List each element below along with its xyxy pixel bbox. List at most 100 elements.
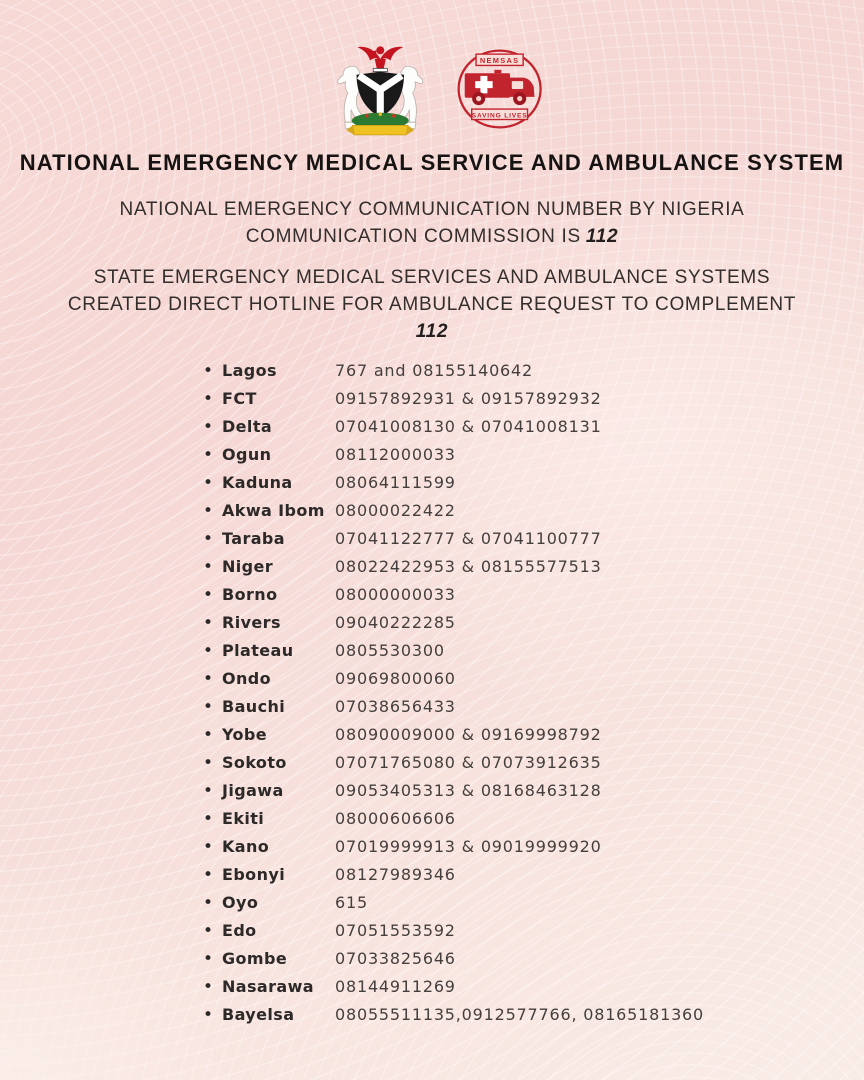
- state-name: Taraba: [222, 529, 285, 548]
- bullet-icon: •: [203, 697, 214, 717]
- state-name: Kaduna: [222, 473, 293, 492]
- hotline-row: • Niger 08022422953 & 08155577513: [203, 557, 864, 585]
- state-name: Akwa Ibom: [222, 501, 325, 520]
- hotline-numbers: 08000606606: [335, 809, 456, 828]
- state-name: Ekiti: [222, 809, 265, 828]
- hotline-row: • Sokoto 07071765080 & 07073912635: [203, 753, 864, 781]
- hotline-row: • Ekiti 08000606606: [203, 809, 864, 837]
- hotline-numbers: 08090009000 & 09169998792: [335, 725, 602, 744]
- hotline-numbers: 07038656433: [335, 697, 456, 716]
- bullet-icon: •: [203, 949, 214, 969]
- hotline-list: • Lagos 767 and 08155140642 • FCT 091578…: [0, 361, 864, 1033]
- hotline-row: • Kano 07019999913 & 09019999920: [203, 837, 864, 865]
- national-number-line1: NATIONAL EMERGENCY COMMUNICATION NUMBER …: [119, 199, 745, 220]
- state-name: Lagos: [222, 361, 277, 380]
- nemsas-logo-icon: NEMSAS SAVING LIVES: [457, 49, 542, 129]
- ambulance-icon: [464, 69, 535, 106]
- hotline-numbers: 615: [335, 893, 368, 912]
- bullet-icon: •: [203, 893, 214, 913]
- national-number-112: 112: [585, 226, 619, 247]
- hotline-row: • Taraba 07041122777 & 07041100777: [203, 529, 864, 557]
- hotline-row: • Nasarawa 08144911269: [203, 977, 864, 1005]
- page-title: NATIONAL EMERGENCY MEDICAL SERVICE AND A…: [19, 150, 845, 175]
- state-name: Bayelsa: [222, 1005, 295, 1024]
- bullet-icon: •: [203, 1005, 214, 1025]
- bullet-icon: •: [203, 529, 214, 549]
- bullet-icon: •: [203, 669, 214, 689]
- state-hotline-text: STATE EMERGENCY MEDICAL SERVICES AND AMB…: [0, 264, 864, 345]
- bullet-icon: •: [203, 473, 214, 493]
- state-name: Ebonyi: [222, 865, 286, 884]
- hotline-row: • Edo 07051553592: [203, 921, 864, 949]
- hotline-row: • Ebonyi 08127989346: [203, 865, 864, 893]
- hotline-numbers: 08000000033: [335, 585, 456, 604]
- bullet-icon: •: [203, 445, 214, 465]
- hotline-numbers: 07071765080 & 07073912635: [335, 753, 602, 772]
- nemsas-slogan: SAVING LIVES: [471, 112, 527, 119]
- state-name: Yobe: [222, 725, 268, 744]
- bullet-icon: •: [203, 417, 214, 437]
- state-name: Delta: [222, 417, 273, 436]
- state-name: Oyo: [222, 893, 259, 912]
- hotline-numbers: 0805530300: [335, 641, 445, 660]
- nemsas-label: NEMSAS: [479, 56, 519, 65]
- national-number-line2: COMMUNICATION COMMISSION IS 112: [0, 223, 864, 250]
- bullet-icon: •: [203, 753, 214, 773]
- hotline-numbers: 08127989346: [335, 865, 456, 884]
- national-number-line2-prefix: COMMUNICATION COMMISSION IS: [245, 226, 581, 247]
- hotline-row: • Bayelsa 08055511135,0912577766, 081651…: [203, 1005, 864, 1033]
- hotline-numbers: 09040222285: [335, 613, 456, 632]
- state-name: Niger: [222, 557, 274, 576]
- hotline-numbers: 08022422953 & 08155577513: [335, 557, 602, 576]
- hotline-numbers: 08055511135,0912577766, 08165181360: [335, 1005, 705, 1024]
- hotline-numbers: 08112000033: [335, 445, 456, 464]
- bullet-icon: •: [203, 809, 214, 829]
- hotline-row: • Bauchi 07038656433: [203, 697, 864, 725]
- state-name: Gombe: [222, 949, 288, 968]
- bullet-icon: •: [203, 613, 214, 633]
- hotline-numbers: 09053405313 & 08168463128: [335, 781, 602, 800]
- hotline-row: • Ondo 09069800060: [203, 669, 864, 697]
- hotline-numbers: 07041122777 & 07041100777: [335, 529, 602, 548]
- hotline-numbers: 07019999913 & 09019999920: [335, 837, 602, 856]
- hotline-row: • Delta 07041008130 & 07041008131: [203, 417, 864, 445]
- hotline-numbers: 08144911269: [335, 977, 456, 996]
- nigeria-coat-of-arms-icon: [337, 46, 424, 136]
- motto-banner: [346, 124, 415, 136]
- state-hotline-line1: STATE EMERGENCY MEDICAL SERVICES AND AMB…: [93, 267, 771, 288]
- hotline-row: • Kaduna 08064111599: [203, 473, 864, 501]
- bullet-icon: •: [203, 585, 214, 605]
- hotline-numbers: 767 and 08155140642: [335, 361, 533, 380]
- hotline-numbers: 07051553592: [335, 921, 456, 940]
- hotline-numbers: 08064111599: [335, 473, 456, 492]
- hotline-row: • FCT 09157892931 & 09157892932: [203, 389, 864, 417]
- state-name: Rivers: [222, 613, 281, 632]
- hotline-row: • Plateau 0805530300: [203, 641, 864, 669]
- hotline-row: • Rivers 09040222285: [203, 613, 864, 641]
- bullet-icon: •: [203, 977, 214, 997]
- bullet-icon: •: [203, 865, 214, 885]
- hotline-numbers: 09157892931 & 09157892932: [335, 389, 602, 408]
- state-name: FCT: [222, 389, 257, 408]
- bullet-icon: •: [203, 557, 214, 577]
- bullet-icon: •: [203, 389, 214, 409]
- national-number-text: NATIONAL EMERGENCY COMMUNICATION NUMBER …: [0, 196, 864, 250]
- hotline-row: • Borno 08000000033: [203, 585, 864, 613]
- hotline-row: • Lagos 767 and 08155140642: [203, 361, 864, 389]
- logo-row: NEMSAS SAVING LIVES: [0, 0, 864, 138]
- state-name: Nasarawa: [222, 977, 314, 996]
- state-name: Ogun: [222, 445, 272, 464]
- hotline-row: • Jigawa 09053405313 & 08168463128: [203, 781, 864, 809]
- bullet-icon: •: [203, 361, 214, 381]
- bullet-icon: •: [203, 641, 214, 661]
- bullet-icon: •: [203, 501, 214, 521]
- state-name: Ondo: [222, 669, 272, 688]
- state-hotline-line2: CREATED DIRECT HOTLINE FOR AMBULANCE REQ…: [67, 294, 797, 315]
- state-name: Borno: [222, 585, 278, 604]
- bullet-icon: •: [203, 921, 214, 941]
- state-name: Jigawa: [222, 781, 284, 800]
- bullet-icon: •: [203, 781, 214, 801]
- state-name: Kano: [222, 837, 270, 856]
- state-name: Sokoto: [222, 753, 287, 772]
